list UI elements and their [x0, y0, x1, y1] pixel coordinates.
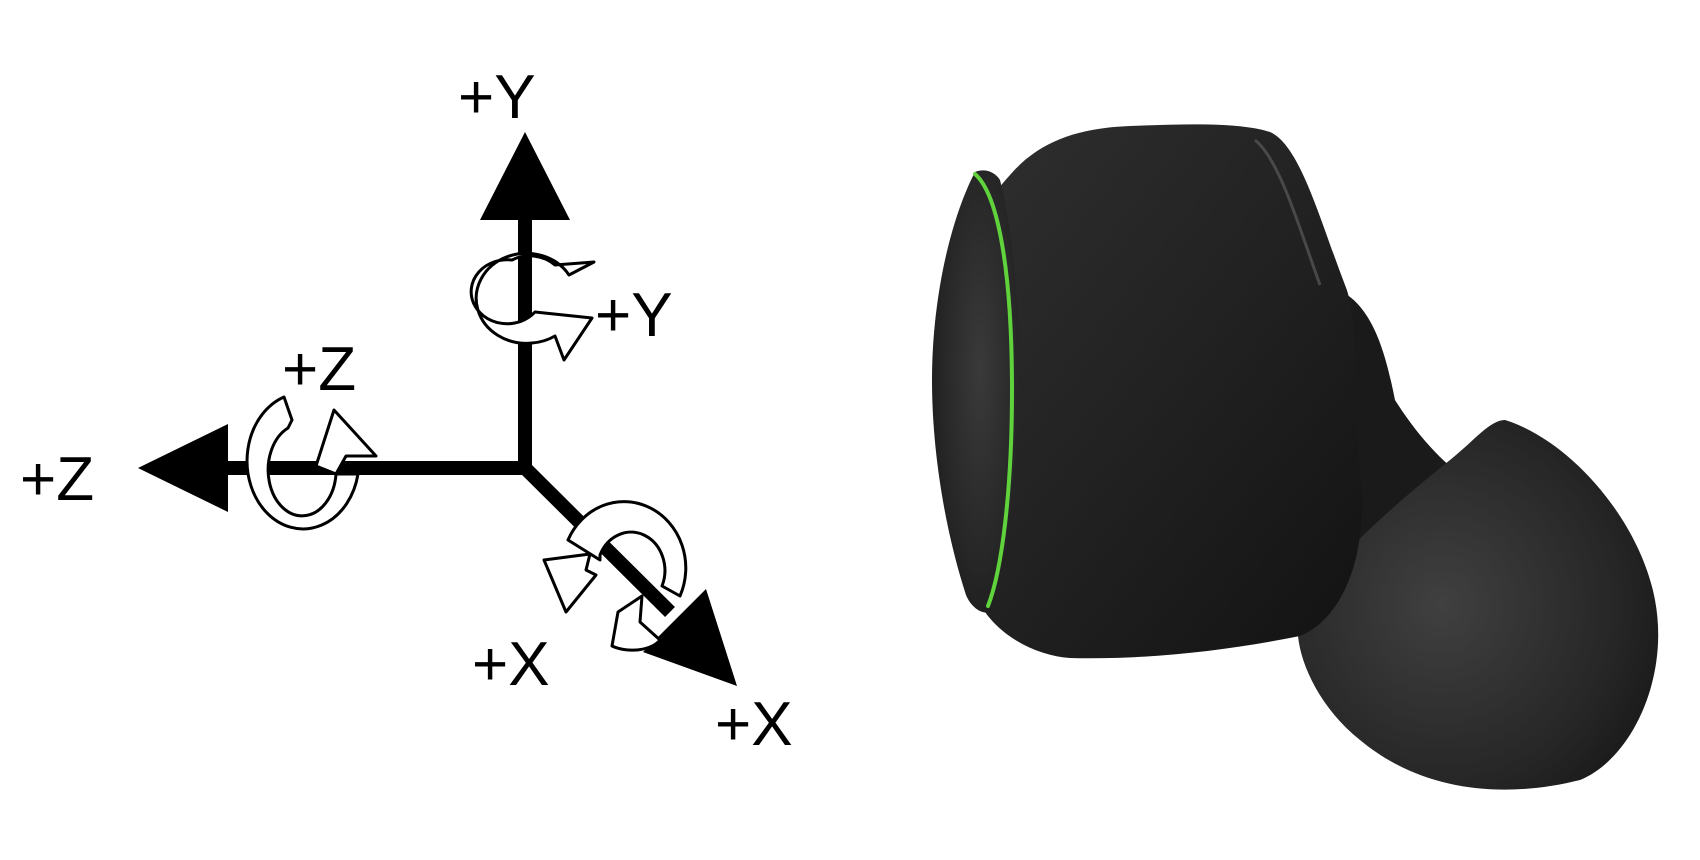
- y-axis-arrowhead: [480, 132, 570, 220]
- x-rotation-arrow: [542, 500, 688, 652]
- earbud-led-ring: [973, 172, 1015, 608]
- z-translation-label: +Z: [20, 445, 94, 514]
- earbud-housing: [935, 124, 1362, 659]
- y-rotation-label: +Y: [595, 281, 673, 350]
- x-axis-arrowhead: [643, 589, 737, 686]
- earbud-icon: [932, 124, 1659, 790]
- y-translation-label: +Y: [458, 63, 536, 132]
- x-rotation-label: +X: [472, 630, 550, 699]
- earbud-tip: [1297, 420, 1659, 790]
- earbud-cap: [932, 170, 1020, 613]
- z-rotation-label: +Z: [282, 335, 356, 404]
- z-rotation-arrow: [245, 395, 378, 531]
- y-rotation-arrow: [469, 251, 596, 362]
- earbud-highlight: [1254, 138, 1322, 286]
- axes-group: [138, 132, 737, 686]
- x-translation-label: +X: [715, 690, 793, 759]
- z-axis-arrowhead: [138, 424, 228, 512]
